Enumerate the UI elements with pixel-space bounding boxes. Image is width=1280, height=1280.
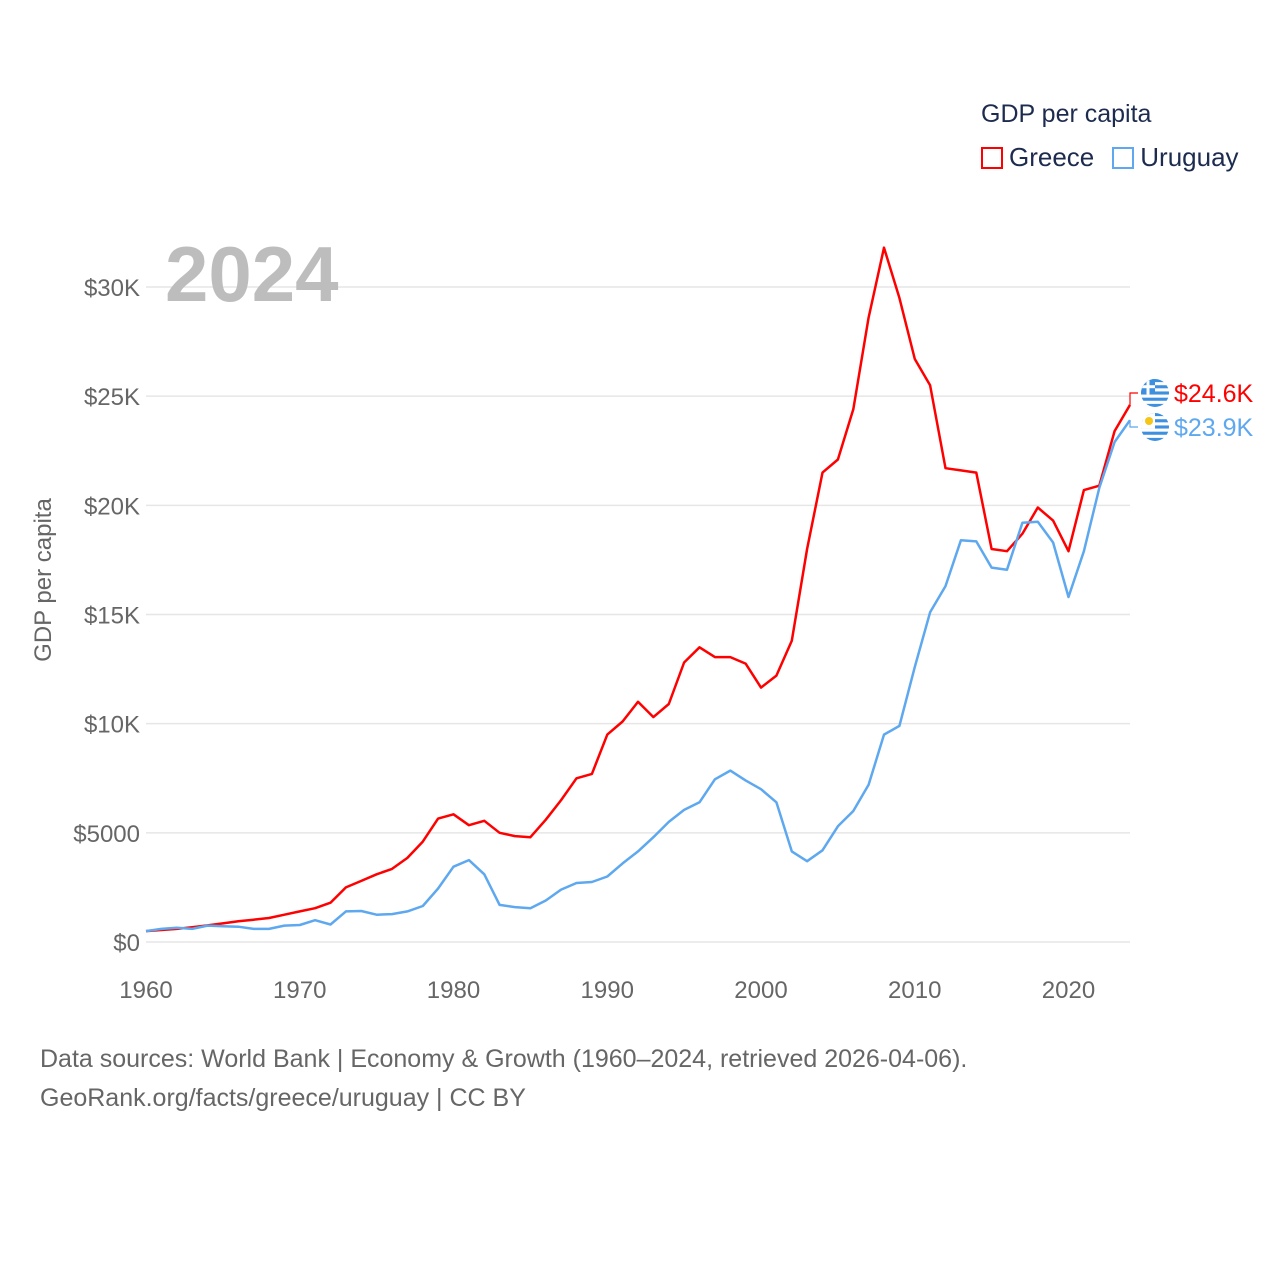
uruguay-end-value: $23.9K bbox=[1174, 414, 1254, 442]
y-tick-label: $15K bbox=[84, 603, 140, 630]
greece-end-value: $24.6K bbox=[1174, 380, 1254, 408]
y-tick-label: $5000 bbox=[73, 821, 140, 848]
legend-item-uruguay[interactable]: Uruguay bbox=[1112, 142, 1239, 173]
y-axis-label: GDP per capita bbox=[30, 498, 57, 662]
uruguay-swatch bbox=[1112, 146, 1135, 169]
y-tick-label: $20K bbox=[84, 493, 140, 520]
greece-flag-icon bbox=[1141, 379, 1169, 407]
x-tick-label: 2010 bbox=[888, 977, 941, 1004]
x-tick-label: 1970 bbox=[273, 977, 326, 1004]
greece-swatch bbox=[981, 146, 1003, 169]
legend: Greece Uruguay bbox=[981, 142, 1257, 173]
y-tick-label: $10K bbox=[84, 712, 140, 739]
x-tick-label: 2020 bbox=[1042, 977, 1095, 1004]
uruguay-series-line bbox=[145, 419, 1132, 933]
uruguay-flag-icon bbox=[1141, 413, 1169, 441]
legend-label-greece: Greece bbox=[1009, 142, 1095, 172]
footer-sources: Data sources: World Bank | Economy & Gro… bbox=[40, 1045, 968, 1073]
end-label-connector bbox=[1129, 420, 1138, 428]
legend-item-greece[interactable]: Greece bbox=[981, 142, 1094, 173]
legend-title: GDP per capita bbox=[981, 100, 1152, 128]
footer-credit[interactable]: GeoRank.org/facts/greece/uruguay | CC BY bbox=[40, 1084, 526, 1112]
year-label: 2024 bbox=[165, 230, 339, 318]
legend-label-uruguay: Uruguay bbox=[1140, 142, 1239, 172]
x-tick-label: 1980 bbox=[427, 977, 480, 1004]
x-tick-label: 1990 bbox=[581, 977, 634, 1004]
y-tick-label: $25K bbox=[84, 384, 140, 411]
x-tick-label: 2000 bbox=[734, 977, 787, 1004]
x-tick-label: 1960 bbox=[119, 977, 172, 1004]
end-label-connector bbox=[1129, 392, 1138, 405]
y-tick-label: $0 bbox=[113, 930, 140, 957]
greece-series-line bbox=[145, 246, 1132, 933]
y-tick-label: $30K bbox=[84, 275, 140, 302]
